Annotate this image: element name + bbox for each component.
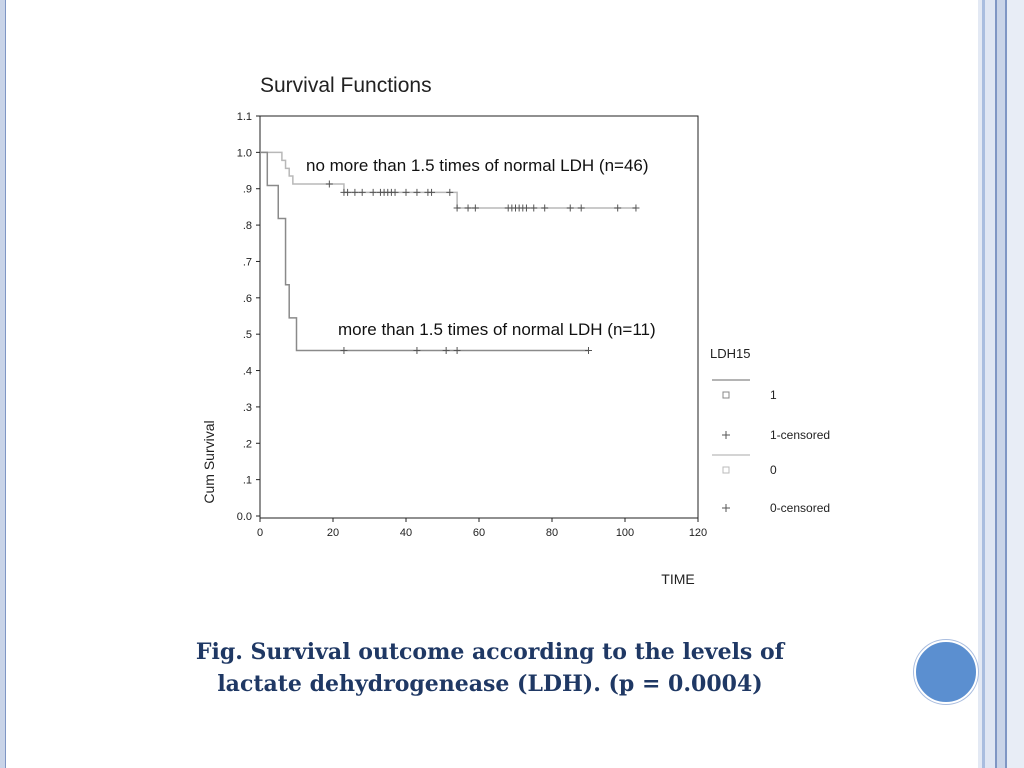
censored-mark [453,204,461,212]
annotation-ldh-high: more than 1.5 times of normal LDH (n=11) [338,320,656,339]
y-tick-label: .3 [243,402,252,414]
survival-chart: Survival Functions 0.0 .1 .2 .3 .4 .5 .6 .7 .8 .9… [201,74,830,587]
y-tick-label: .1 [243,475,252,487]
censored-mark [413,188,421,196]
x-tick-label: 60 [473,527,485,539]
legend-label: 0-censored [770,501,830,515]
censored-mark [530,204,538,212]
x-tick-label: 80 [546,527,558,539]
y-tick-label: .2 [243,438,252,450]
censored-mark [413,347,421,355]
censored-mark [358,188,366,196]
y-tick-label: .8 [243,220,252,232]
decorative-circle [914,640,978,704]
x-axis-label: TIME [661,571,694,587]
censored-mark [585,347,592,355]
y-axis-label: Cum Survival [201,420,217,503]
censored-mark [577,204,585,212]
legend-plus-swatch [722,504,730,512]
chart-title: Survival Functions [260,74,432,97]
caption-line-2: lactate dehydrogenease (LDH). (p = 0.000… [217,671,763,697]
slide-left-border [0,0,6,768]
censored-mark [340,347,348,355]
caption-line-1: Fig. Survival outcome according to the l… [195,639,785,665]
censored-mark [351,188,359,196]
y-axis: 0.0 .1 .2 .3 .4 .5 .6 .7 .8 .9 1.0 1.1 [237,111,260,523]
censored-mark [325,180,333,188]
x-axis: 0 20 40 60 80 100 120 [257,518,707,539]
censored-mark [344,188,352,196]
slide-right-stripes [978,0,1024,768]
censored-mark [446,188,454,196]
y-tick-label: 0.0 [237,511,252,523]
y-tick-label: .4 [243,366,252,378]
x-tick-label: 0 [257,527,263,539]
censored-mark [541,204,549,212]
legend-label: 1 [770,388,777,402]
x-tick-label: 20 [327,527,339,539]
censored-mark [464,204,472,212]
censored-mark [614,204,622,212]
legend-plus-swatch [722,431,730,439]
legend-square-swatch [722,466,730,474]
censored-mark [632,204,640,212]
censored-mark [471,204,479,212]
x-tick-label: 40 [400,527,412,539]
legend-label: 0 [770,463,777,477]
legend: LDH15 1 1-censored 0 0-censored [710,346,830,515]
censored-mark [402,188,410,196]
legend-label: 1-censored [770,428,830,442]
censored-mark [369,188,377,196]
censored-mark [522,204,530,212]
survival-curve-ldh-0 [260,151,636,209]
y-tick-label: .9 [243,184,252,196]
censored-mark [566,204,574,212]
y-tick-label: .6 [243,293,252,305]
y-tick-label: .7 [243,256,252,268]
legend-title: LDH15 [710,346,750,361]
y-tick-label: .5 [243,329,252,341]
y-tick-label: 1.1 [237,111,252,123]
x-tick-label: 120 [689,527,707,539]
plot-frame [259,115,699,519]
series-layer [260,151,640,355]
y-tick-label: 1.0 [237,147,252,159]
censored-mark [453,347,461,355]
censored-mark [442,347,450,355]
figure-caption: Fig. Survival outcome according to the l… [120,636,860,700]
censored-mark [428,188,436,196]
legend-square-swatch [722,391,730,399]
censored-mark [391,188,399,196]
survival-curve-ldh-1 [260,151,589,352]
x-tick-label: 100 [616,527,634,539]
annotation-ldh-normal: no more than 1.5 times of normal LDH (n=… [306,156,649,175]
